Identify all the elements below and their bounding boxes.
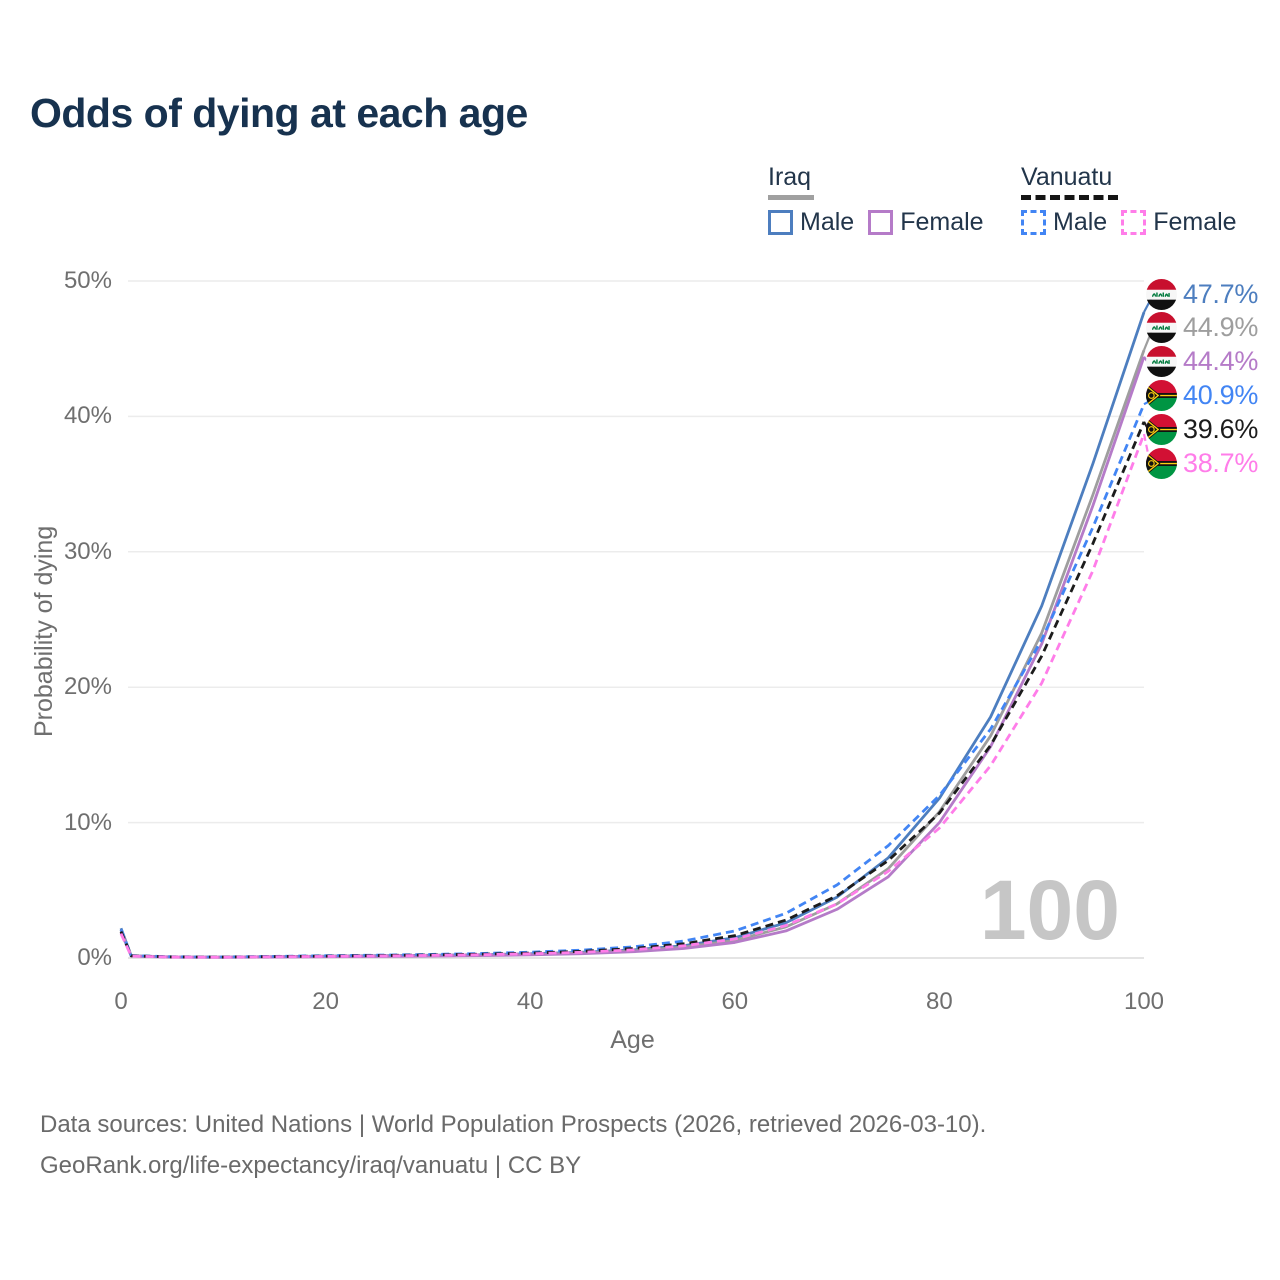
- legend-country-vanuatu: Vanuatu: [1021, 163, 1113, 191]
- vanuatu-male-swatch-icon: [1021, 210, 1046, 235]
- age-counter-watermark: 100: [979, 863, 1120, 957]
- iraq-flag-icon: [1146, 312, 1177, 344]
- y-tick-30%: 30%: [63, 537, 112, 565]
- legend-item-iraq-male[interactable]: Male: [768, 208, 854, 237]
- legend-group-vanuatu: Vanuatu Male Female: [1021, 163, 1237, 237]
- legend-label: Female: [900, 208, 984, 236]
- vanuatu-female-swatch-icon: [1121, 210, 1147, 235]
- end-label-iraq-all: 44.9%: [1146, 312, 1258, 344]
- line-vanuatu-all[interactable]: [119, 421, 1146, 959]
- footer: Data sources: United Nations | World Pop…: [40, 1104, 986, 1186]
- y-tick-40%: 40%: [63, 402, 112, 430]
- x-tick-80: 80: [926, 988, 953, 1015]
- x-tick-100: 100: [1123, 988, 1165, 1015]
- vanuatu-flag-icon: [1146, 413, 1177, 445]
- x-tick-20: 20: [312, 988, 339, 1015]
- legend-item-iraq-female[interactable]: Female: [868, 208, 984, 237]
- line-vanuatu-female[interactable]: [119, 433, 1146, 959]
- end-label-vanuatu-female: 38.7%: [1146, 447, 1258, 479]
- end-value-label: 38.7%: [1183, 447, 1259, 478]
- iraq-flag-icon: [1146, 346, 1177, 378]
- y-tick-50%: 50%: [63, 267, 112, 294]
- legend-item-vanuatu-female[interactable]: Female: [1121, 208, 1237, 237]
- x-tick-40: 40: [516, 988, 544, 1015]
- x-tick-60: 60: [721, 988, 749, 1015]
- iraq-flag-icon: [1146, 278, 1177, 310]
- legend-label: Female: [1153, 208, 1237, 236]
- line-iraq-male[interactable]: [119, 311, 1146, 959]
- y-tick-20%: 20%: [63, 673, 112, 701]
- legend-country-iraq: Iraq: [768, 163, 812, 191]
- end-value-label: 40.9%: [1183, 379, 1259, 410]
- legend-label: Male: [1053, 208, 1108, 236]
- x-tick-0: 0: [114, 988, 128, 1015]
- iraq-solid-line-sample: [768, 195, 814, 200]
- attribution-line: GeoRank.org/life-expectancy/iraq/vanuatu…: [40, 1152, 582, 1179]
- end-label-vanuatu-all: 39.6%: [1146, 413, 1258, 445]
- vanuatu-dashed-line-sample: [1021, 195, 1118, 200]
- end-label-iraq-female: 44.4%: [1146, 346, 1258, 378]
- y-tick-10%: 10%: [63, 808, 112, 836]
- end-value-label: 44.9%: [1183, 312, 1259, 343]
- end-value-label: 44.4%: [1183, 346, 1259, 377]
- legend-item-vanuatu-male[interactable]: Male: [1021, 208, 1107, 237]
- x-axis-title: Age: [610, 1026, 655, 1054]
- legend-group-iraq: Iraq Male Female: [768, 163, 984, 237]
- iraq-male-swatch-icon: [768, 210, 793, 235]
- vanuatu-flag-icon: [1146, 447, 1177, 479]
- end-value-label: 47.7%: [1183, 278, 1259, 309]
- data-sources-line: Data sources: United Nations | World Pop…: [40, 1111, 987, 1138]
- end-label-iraq-male: 47.7%: [1146, 278, 1258, 310]
- y-tick-0%: 0%: [77, 944, 112, 971]
- end-value-label: 39.6%: [1183, 413, 1259, 444]
- chart-title: Odds of dying at each age: [30, 90, 528, 136]
- legend-label: Male: [800, 208, 855, 236]
- vanuatu-flag-icon: [1146, 379, 1177, 411]
- iraq-female-swatch-icon: [868, 210, 894, 235]
- end-label-vanuatu-male: 40.9%: [1146, 379, 1258, 411]
